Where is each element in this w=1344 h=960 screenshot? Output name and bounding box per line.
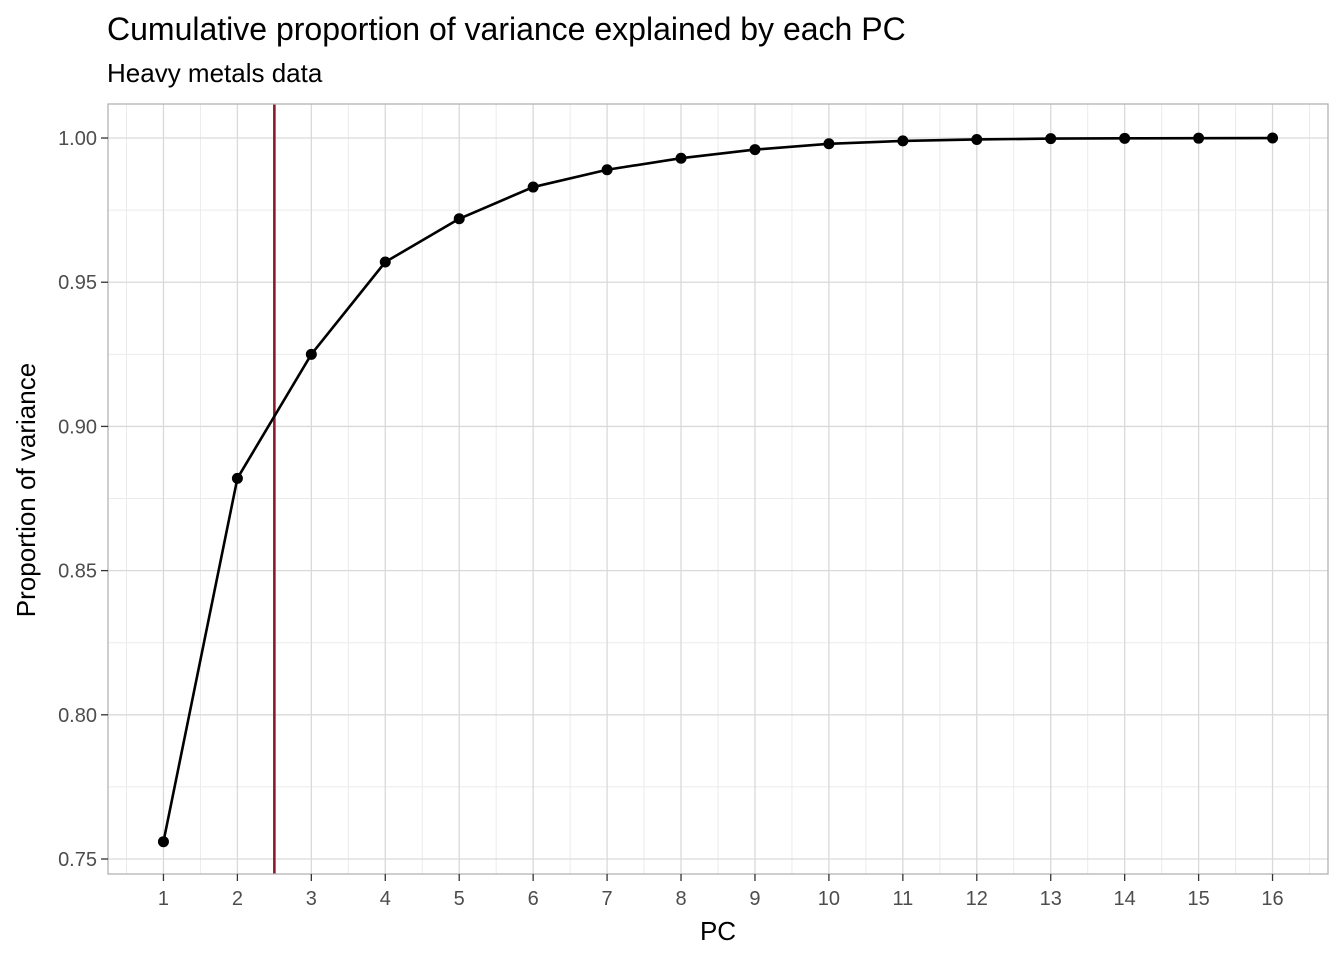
data-point: [231, 472, 243, 484]
data-point: [749, 144, 761, 156]
x-tick-label: 7: [602, 888, 613, 910]
x-tick-label: 15: [1187, 888, 1209, 910]
x-tick-label: 12: [966, 888, 988, 910]
x-axis-title: PC: [700, 916, 736, 946]
x-tick-label: 16: [1261, 888, 1283, 910]
x-tick-label: 10: [818, 888, 840, 910]
y-tick-label: 1.00: [58, 128, 97, 150]
data-point: [1045, 133, 1057, 145]
data-point: [675, 152, 687, 164]
panel-border: [107, 103, 1329, 875]
data-point: [897, 135, 909, 147]
data-point: [157, 836, 169, 848]
x-tick-label: 11: [892, 888, 913, 910]
x-tick-label: 1: [158, 888, 169, 910]
data-point: [379, 256, 391, 268]
data-point: [823, 138, 835, 150]
data-point: [1193, 132, 1205, 144]
y-tick-label: 0.85: [58, 561, 97, 583]
x-tick-label: 3: [306, 888, 317, 910]
data-point: [453, 213, 465, 225]
data-point: [601, 164, 613, 176]
y-tick-label: 0.95: [58, 272, 97, 294]
series-layer: [157, 132, 1279, 848]
data-point: [305, 348, 317, 360]
x-tick-label: 4: [380, 888, 391, 910]
x-tick-label: 14: [1114, 888, 1136, 910]
x-tick-label: 13: [1040, 888, 1062, 910]
data-point: [971, 133, 983, 145]
y-axis: 0.75 0.80 0.85 0.90 0.95 1.00: [58, 128, 108, 871]
chart-subtitle: Heavy metals data: [107, 58, 323, 88]
y-tick-label: 0.90: [58, 416, 97, 438]
data-point: [1267, 132, 1279, 144]
y-axis-title: Proportion of variance: [11, 363, 41, 617]
x-axis: 1 2 3 4 5 6 7 8 9 10 11 12 13 14 15 16: [158, 874, 1284, 910]
data-point: [1119, 132, 1131, 144]
x-tick-label: 8: [675, 888, 686, 910]
data-point: [527, 181, 539, 193]
x-tick-label: 5: [454, 888, 465, 910]
x-tick-label: 2: [232, 888, 243, 910]
chart-title: Cumulative proportion of variance explai…: [107, 11, 906, 47]
x-tick-label: 6: [528, 888, 539, 910]
y-tick-label: 0.75: [58, 849, 97, 871]
y-tick-label: 0.80: [58, 705, 97, 727]
x-tick-label: 9: [749, 888, 760, 910]
series-line: [162, 136, 1273, 842]
